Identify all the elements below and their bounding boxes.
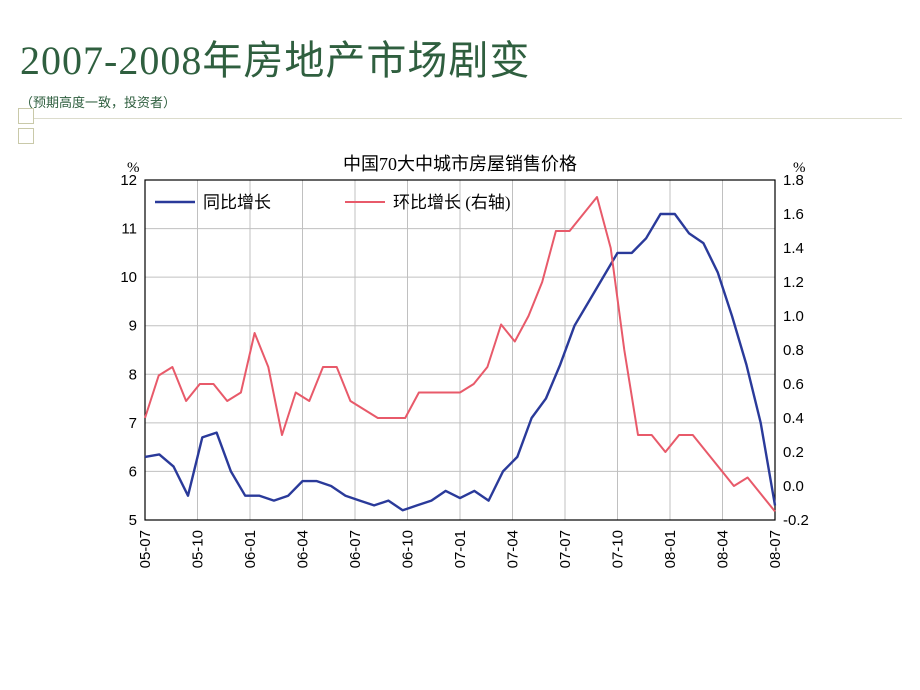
- x-tick-label: 08-01: [662, 530, 679, 568]
- y-left-unit: %: [127, 160, 140, 176]
- y-right-tick-label: 0.0: [783, 478, 804, 495]
- y-right-tick-label: 1.4: [783, 240, 804, 257]
- line-chart: 中国70大中城市房屋销售价格 05-07 05-10 06-01 06-04 06-07 0…: [90, 150, 830, 590]
- y-left-tick-label: 8: [129, 366, 137, 383]
- y-right-tick-label: 0.6: [783, 376, 804, 393]
- chart-title: 中国70大中城市房屋销售价格: [343, 154, 577, 174]
- x-tick-label: 07-01: [452, 530, 469, 568]
- x-tick-label: 08-04: [715, 530, 732, 568]
- legend-label: 同比增长: [203, 193, 271, 212]
- y-left-tick-label: 5: [129, 512, 137, 529]
- y-right-unit: %: [793, 160, 806, 176]
- y-right-tick-label: 0.2: [783, 444, 804, 461]
- x-tick-label: 06-01: [242, 530, 259, 568]
- title-divider: [18, 118, 902, 119]
- y-left-tick-label: 7: [129, 415, 137, 432]
- y-right-tick-label: 0.8: [783, 342, 804, 359]
- x-tick-label: 07-10: [610, 530, 627, 568]
- decor-square-icon: [18, 108, 34, 124]
- x-tick-label: 06-10: [400, 530, 417, 568]
- x-tick-label: 05-07: [137, 530, 154, 568]
- x-tick-label: 06-04: [295, 530, 312, 568]
- title-bar: 2007-2008年房地产市场剧变 （预期高度一致，投资者）: [20, 28, 900, 117]
- y-left-tick-label: 6: [129, 463, 137, 480]
- x-tick-label: 08-07: [767, 530, 784, 568]
- slide: 2007-2008年房地产市场剧变 （预期高度一致，投资者） 中国70大中城市房…: [0, 0, 920, 690]
- decor-square-icon: [18, 128, 34, 144]
- y-left-tick-label: 9: [129, 318, 137, 335]
- legend-label: 环比增长 (右轴): [393, 193, 511, 212]
- x-tick-label: 06-07: [347, 530, 364, 568]
- y-right-tick-label: 1.0: [783, 308, 804, 325]
- y-right-tick-label: 0.4: [783, 410, 804, 427]
- y-right-tick-label: -0.2: [783, 512, 809, 529]
- x-tick-label: 07-07: [557, 530, 574, 568]
- y-right-tick-label: 1.6: [783, 206, 804, 223]
- y-left-tick-label: 11: [121, 221, 137, 238]
- y-right-tick-label: 1.2: [783, 274, 804, 291]
- x-tick-label: 05-10: [190, 530, 207, 568]
- chart-container: 中国70大中城市房屋销售价格 05-07 05-10 06-01 06-04 06-07 0…: [90, 150, 830, 590]
- slide-title: 2007-2008年房地产市场剧变: [20, 28, 900, 86]
- y-left-tick-label: 10: [120, 269, 137, 286]
- slide-subtitle: （预期高度一致，投资者）: [20, 92, 900, 111]
- x-tick-label: 07-04: [505, 530, 522, 568]
